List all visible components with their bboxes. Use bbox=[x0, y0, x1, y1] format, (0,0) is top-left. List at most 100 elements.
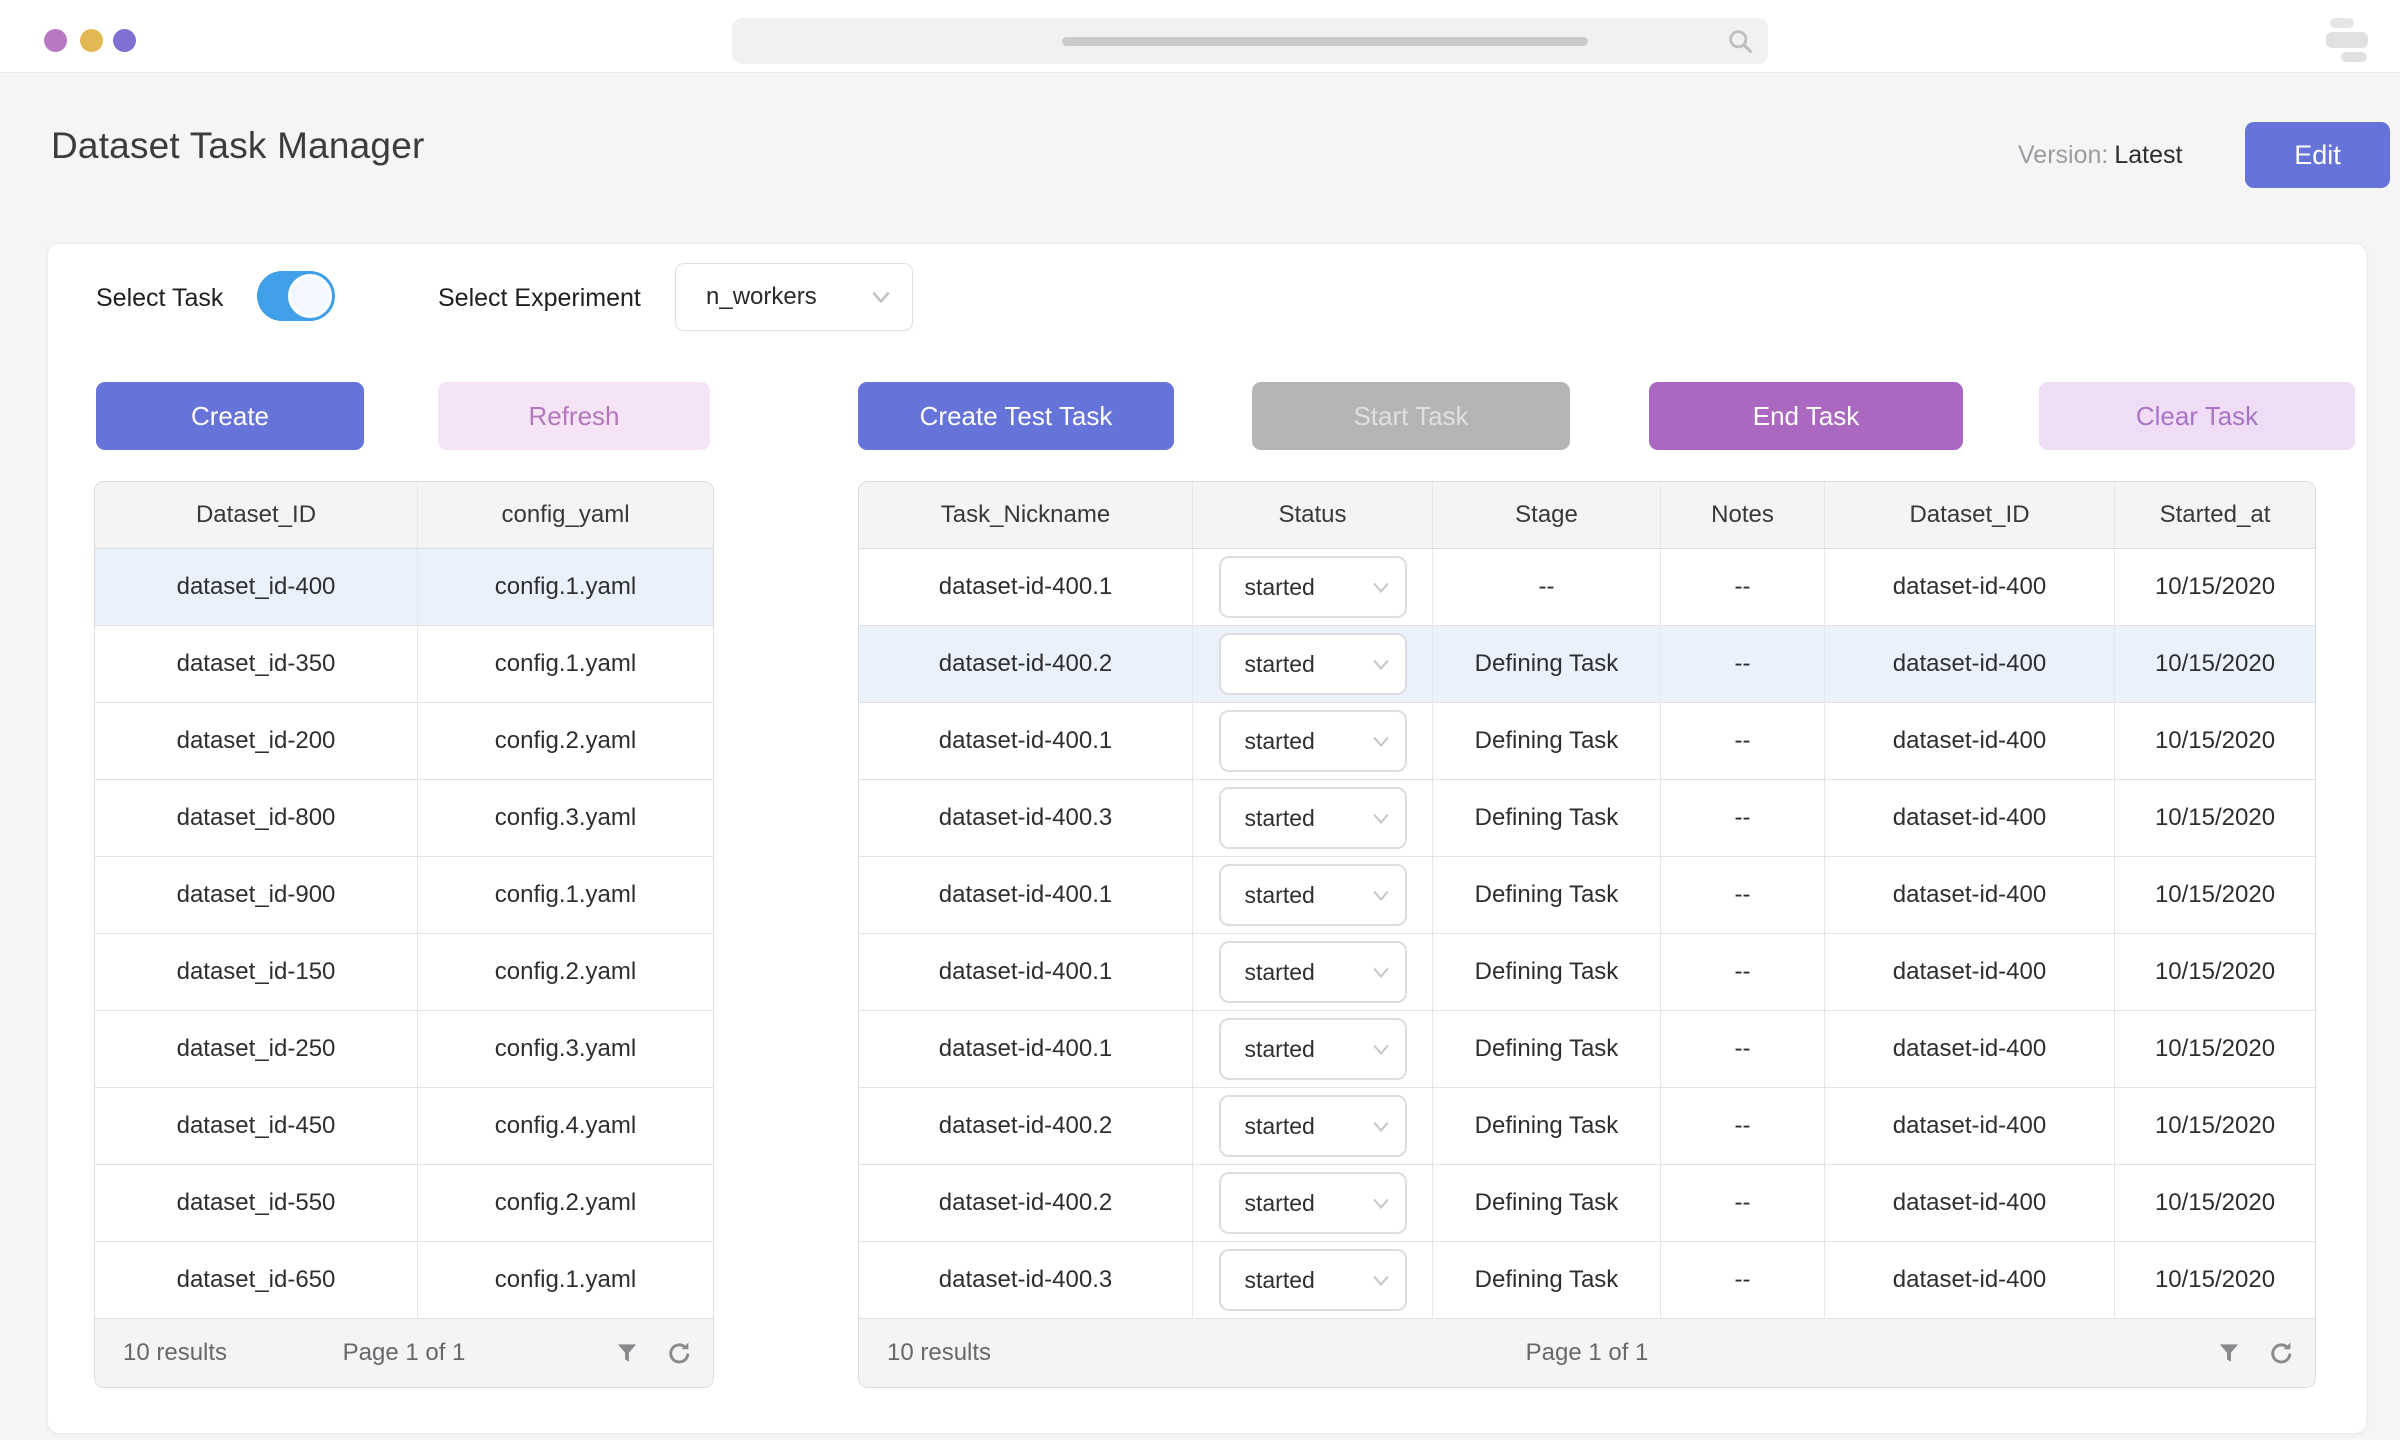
create-test-task-button[interactable]: Create Test Task bbox=[858, 382, 1174, 450]
cell-task-nickname: dataset-id-400.1 bbox=[938, 573, 1113, 600]
cell-status: started bbox=[1192, 626, 1432, 702]
main-panel: Select Task Select Experiment n_workers … bbox=[47, 243, 2367, 1434]
task-table-row[interactable]: dataset-id-400.2 started Defining Task -- da… bbox=[859, 626, 2315, 703]
cell-notes: -- bbox=[1660, 934, 1824, 1010]
cell-config-yaml: config.3.yaml bbox=[417, 1011, 713, 1087]
dataset-table-header: Dataset_ID config_yaml bbox=[95, 482, 713, 549]
status-value: started bbox=[1244, 573, 1315, 600]
cell-task-nickname: dataset-id-400.2 bbox=[938, 1112, 1113, 1139]
cell-stage: Defining Task bbox=[1432, 1242, 1660, 1318]
cell-dataset-id: dataset-id-400 bbox=[1824, 1088, 2114, 1164]
cell-task-nickname: dataset-id-400.1 bbox=[938, 958, 1113, 985]
status-select[interactable]: started bbox=[1218, 633, 1407, 695]
cell-notes: -- bbox=[1660, 549, 1824, 625]
status-select[interactable]: started bbox=[1218, 710, 1407, 772]
status-value: started bbox=[1244, 727, 1315, 754]
cell-dataset-id: dataset_id-550 bbox=[176, 1189, 336, 1216]
refresh-icon[interactable] bbox=[666, 1340, 693, 1367]
cell-started-at: 10/15/2020 bbox=[2114, 1242, 2315, 1318]
dataset-table-row[interactable]: dataset_id-450 config.4.yaml bbox=[95, 1088, 713, 1165]
column-header-task-nickname: Task_Nickname bbox=[940, 501, 1111, 528]
status-value: started bbox=[1244, 650, 1315, 677]
task-table-row[interactable]: dataset-id-400.1 started -- -- dataset-id-40… bbox=[859, 549, 2315, 626]
refresh-button[interactable]: Refresh bbox=[438, 382, 710, 450]
cell-notes: -- bbox=[1660, 1165, 1824, 1241]
cell-stage: Defining Task bbox=[1432, 1165, 1660, 1241]
edit-button[interactable]: Edit bbox=[2245, 122, 2390, 188]
experiment-dropdown[interactable]: n_workers bbox=[675, 263, 913, 331]
task-table-row[interactable]: dataset-id-400.3 started Defining Task -- da… bbox=[859, 1242, 2315, 1319]
cell-started-at: 10/15/2020 bbox=[2114, 857, 2315, 933]
task-table-row[interactable]: dataset-id-400.2 started Defining Task -- da… bbox=[859, 1088, 2315, 1165]
select-experiment-label: Select Experiment bbox=[438, 284, 641, 312]
window-dot-close[interactable] bbox=[44, 29, 67, 52]
window-dot-minimize[interactable] bbox=[80, 29, 103, 52]
cell-stage: Defining Task bbox=[1432, 857, 1660, 933]
cell-dataset-id: dataset-id-400 bbox=[1824, 1011, 2114, 1087]
dataset-table-row[interactable]: dataset_id-400 config.1.yaml bbox=[95, 549, 713, 626]
status-select[interactable]: started bbox=[1218, 1249, 1407, 1311]
column-header-config-yaml: config_yaml bbox=[417, 482, 713, 548]
create-button[interactable]: Create bbox=[96, 382, 364, 450]
cell-stage: Defining Task bbox=[1432, 934, 1660, 1010]
status-value: started bbox=[1244, 1112, 1315, 1139]
toggle-knob bbox=[288, 274, 332, 318]
filter-icon[interactable] bbox=[614, 1340, 640, 1366]
task-table-row[interactable]: dataset-id-400.1 started Defining Task -- da… bbox=[859, 934, 2315, 1011]
browser-search-bar[interactable] bbox=[732, 18, 1768, 64]
refresh-icon[interactable] bbox=[2268, 1340, 2295, 1367]
cell-status: started bbox=[1192, 934, 1432, 1010]
dataset-table-row[interactable]: dataset_id-900 config.1.yaml bbox=[95, 857, 713, 934]
search-placeholder-line bbox=[1062, 37, 1588, 46]
end-task-button[interactable]: End Task bbox=[1649, 382, 1963, 450]
cell-status: started bbox=[1192, 1011, 1432, 1087]
clear-task-button[interactable]: Clear Task bbox=[2039, 382, 2355, 450]
column-header-dataset-id: Dataset_ID bbox=[1824, 482, 2114, 548]
filter-icon[interactable] bbox=[2216, 1340, 2242, 1366]
dataset-table-row[interactable]: dataset_id-550 config.2.yaml bbox=[95, 1165, 713, 1242]
status-select[interactable]: started bbox=[1218, 556, 1407, 618]
cell-started-at: 10/15/2020 bbox=[2114, 626, 2315, 702]
cell-config-yaml: config.3.yaml bbox=[417, 780, 713, 856]
dataset-table-row[interactable]: dataset_id-250 config.3.yaml bbox=[95, 1011, 713, 1088]
cell-stage: Defining Task bbox=[1432, 703, 1660, 779]
status-select[interactable]: started bbox=[1218, 1095, 1407, 1157]
cell-config-yaml: config.2.yaml bbox=[417, 934, 713, 1010]
task-table-row[interactable]: dataset-id-400.1 started Defining Task -- da… bbox=[859, 1011, 2315, 1088]
window-dot-zoom[interactable] bbox=[113, 29, 136, 52]
status-select[interactable]: started bbox=[1218, 1172, 1407, 1234]
task-table-row[interactable]: dataset-id-400.1 started Defining Task -- da… bbox=[859, 857, 2315, 934]
cell-dataset-id: dataset-id-400 bbox=[1824, 857, 2114, 933]
dataset-table-row[interactable]: dataset_id-150 config.2.yaml bbox=[95, 934, 713, 1011]
chevron-down-icon bbox=[1372, 813, 1389, 824]
status-select[interactable]: started bbox=[1218, 941, 1407, 1003]
start-task-button[interactable]: Start Task bbox=[1252, 382, 1570, 450]
cell-config-yaml: config.1.yaml bbox=[417, 857, 713, 933]
cell-notes: -- bbox=[1660, 780, 1824, 856]
status-select[interactable]: started bbox=[1218, 787, 1407, 849]
status-select[interactable]: started bbox=[1218, 1018, 1407, 1080]
dataset-table-row[interactable]: dataset_id-200 config.2.yaml bbox=[95, 703, 713, 780]
cell-started-at: 10/15/2020 bbox=[2114, 1165, 2315, 1241]
task-table-row[interactable]: dataset-id-400.2 started Defining Task -- da… bbox=[859, 1165, 2315, 1242]
cell-dataset-id: dataset-id-400 bbox=[1824, 934, 2114, 1010]
chevron-down-icon bbox=[1372, 659, 1389, 670]
dataset-table-row[interactable]: dataset_id-650 config.1.yaml bbox=[95, 1242, 713, 1319]
dataset-table-row[interactable]: dataset_id-350 config.1.yaml bbox=[95, 626, 713, 703]
cell-task-nickname: dataset-id-400.3 bbox=[938, 1266, 1113, 1293]
cell-status: started bbox=[1192, 703, 1432, 779]
status-select[interactable]: started bbox=[1218, 864, 1407, 926]
select-task-toggle[interactable] bbox=[257, 271, 335, 321]
status-value: started bbox=[1244, 958, 1315, 985]
task-table-row[interactable]: dataset-id-400.1 started Defining Task -- da… bbox=[859, 703, 2315, 780]
cell-stage: Defining Task bbox=[1432, 780, 1660, 856]
dataset-table-row[interactable]: dataset_id-800 config.3.yaml bbox=[95, 780, 713, 857]
window-menu-icon[interactable] bbox=[2324, 17, 2370, 62]
chevron-down-icon bbox=[1372, 736, 1389, 747]
cell-dataset-id: dataset_id-350 bbox=[176, 650, 336, 677]
search-icon bbox=[1726, 27, 1754, 55]
cell-dataset-id: dataset-id-400 bbox=[1824, 549, 2114, 625]
chevron-down-icon bbox=[1372, 1275, 1389, 1286]
task-table-row[interactable]: dataset-id-400.3 started Defining Task -- da… bbox=[859, 780, 2315, 857]
